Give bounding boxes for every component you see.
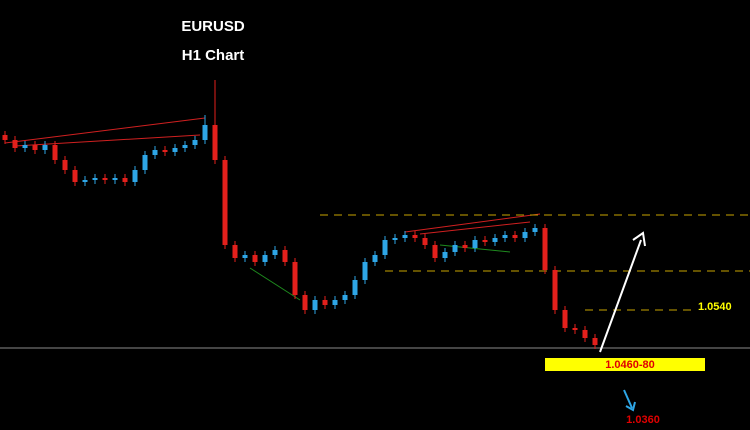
candle-body [242,255,248,258]
arrow-shaft [599,239,642,353]
candle-body [162,150,168,152]
candle-body [342,295,348,300]
candle-body [52,145,58,160]
trend-line [404,213,541,233]
candle-body [82,180,88,182]
chart-title: EURUSD [181,18,245,35]
candle-body [12,140,18,148]
candle-body [32,145,38,150]
candle-body [592,338,598,345]
candle-body [482,240,488,242]
candle-body [262,255,268,262]
candle-body [292,262,298,295]
trend-line [419,221,531,235]
candle-body [462,245,468,248]
candle-body [222,160,228,245]
arrow-up [599,231,646,353]
candle-body [382,240,388,255]
level-label: 1.0540 [698,301,732,313]
candle-body [112,178,118,180]
candle-body [442,252,448,258]
candle-body [582,330,588,338]
levels: 1.0540 [0,214,750,349]
arrow-head [625,401,636,412]
target-zone [545,358,705,371]
candle-body [72,170,78,182]
candle-body [572,328,578,330]
candle-body [202,125,208,140]
candle-body [42,145,48,150]
candle-body [142,155,148,170]
candle-body [412,235,418,238]
trend-line [249,267,301,301]
chart-subtitle: H1 Chart [182,47,245,64]
candle-body [232,245,238,258]
arrow-down [623,389,636,412]
candle-body [432,245,438,258]
candle-body [492,238,498,242]
candle-body [542,228,548,270]
candle-body [122,178,128,182]
candle-body [532,228,538,232]
candle-body [472,240,478,248]
candle-body [282,250,288,262]
trend-line [14,134,201,147]
candle-body [402,235,408,238]
arrow-shaft [623,389,633,409]
candle-body [332,300,338,305]
candle-body [22,145,28,148]
candle-body [452,245,458,252]
candle-body [352,280,358,295]
candle-body [182,145,188,148]
arrow-head [632,231,646,247]
candle-body [512,235,518,238]
zone-label: 1.0460-80 [605,359,655,371]
candle-body [362,262,368,280]
candle-body [132,170,138,182]
candle-body [302,295,308,310]
candle-body [322,300,328,305]
candle-body [92,178,98,180]
candle-body [562,310,568,328]
candle-body [2,135,8,140]
candle-body [192,140,198,145]
candle-body [172,148,178,152]
target-label: 1.0360 [626,414,660,426]
candle-body [272,250,278,255]
candle-body [62,160,68,170]
candle-body [152,150,158,155]
candle-body [392,238,398,240]
candle-body [502,235,508,238]
candle-body [312,300,318,310]
trend-line [4,117,206,144]
candle-body [552,270,558,310]
candle-body [422,238,428,245]
candles [2,80,598,349]
candle-body [372,255,378,262]
candle-body [102,178,108,180]
candle-body [522,232,528,238]
candle-body [252,255,258,262]
candle-body [212,125,218,160]
